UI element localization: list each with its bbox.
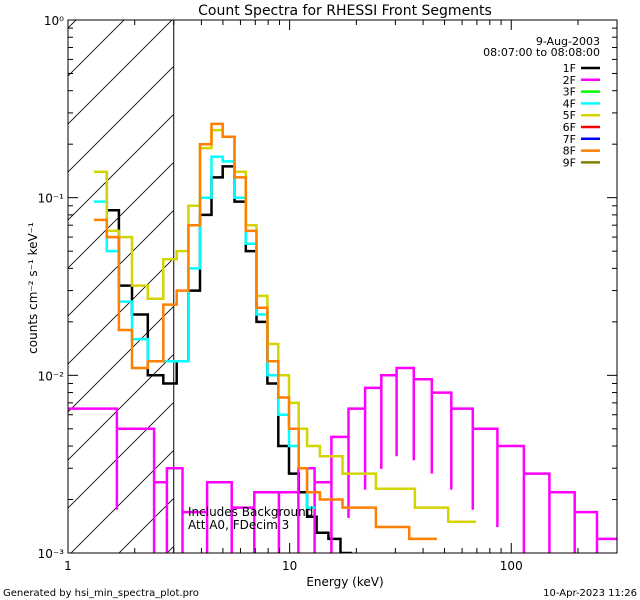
x-tick-label: 1 <box>64 559 72 573</box>
legend-label-7F: 7F <box>563 133 576 146</box>
x-axis-label: Energy (keV) <box>306 575 383 589</box>
legend-label-5F: 5F <box>563 109 576 122</box>
legend-label-3F: 3F <box>563 86 576 99</box>
legend-label-9F: 9F <box>563 156 576 169</box>
plot-frame <box>67 19 618 554</box>
y-tick-label: 10⁻¹ <box>38 192 65 206</box>
series-8F <box>94 122 437 541</box>
series-group <box>68 122 617 553</box>
y-tick-label: 10⁻² <box>38 369 65 383</box>
annotation-date: 9-Aug-2003 <box>536 35 600 48</box>
y-axis-label: counts cm⁻² s⁻¹ keV⁻¹ <box>26 222 40 354</box>
legend-label-4F: 4F <box>563 97 576 110</box>
chart-title: Count Spectra for RHESSI Front Segments <box>198 3 492 19</box>
series-2F <box>68 366 617 553</box>
y-tick-label: 10⁻³ <box>38 547 65 561</box>
annotation-background: Includes Background <box>188 505 313 519</box>
legend-label-2F: 2F <box>563 74 576 87</box>
annotation-attenuator: Att A0, FDecim 3 <box>188 518 289 532</box>
legend-label-1F: 1F <box>563 62 576 75</box>
footer-generated-by: Generated by hsi_min_spectra_plot.pro <box>3 588 199 599</box>
annotation-time-range: 08:07:00 to 08:08:00 <box>483 46 600 59</box>
axis-ticks: 1 10 100 10⁻³ 10⁻² 10⁻¹ 10⁰ <box>38 14 618 573</box>
y-tick-label: 10⁰ <box>44 14 64 28</box>
footer-date: 10-Apr-2023 11:26 <box>543 588 637 599</box>
x-tick-label: 100 <box>500 559 523 573</box>
legend-label-8F: 8F <box>563 145 576 158</box>
legend-label-6F: 6F <box>563 121 576 134</box>
x-tick-label: 10 <box>282 559 297 573</box>
